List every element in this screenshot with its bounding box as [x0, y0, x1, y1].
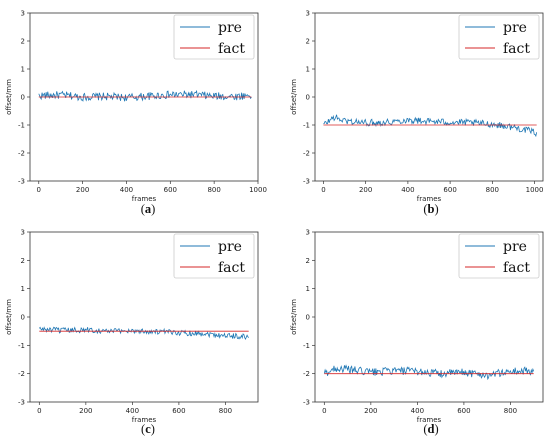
legend-label-pre: pre: [503, 239, 527, 255]
y-tick-label: 3: [306, 10, 310, 18]
x-tick-label: 0: [322, 407, 326, 415]
chart-panel-a: -3 -2 -1 0 1 2 3 0 200 400 600 800 1000 frames offset/…: [5, 10, 267, 217]
x-tick-label: 400: [401, 186, 414, 194]
y-axis-label: offset/mm: [5, 299, 13, 335]
series-line-pre: [38, 89, 252, 102]
x-tick-label: 1000: [526, 186, 544, 194]
x-tick-label: 400: [120, 186, 133, 194]
x-axis-label: frames: [417, 416, 442, 424]
x-tick-label: 600: [172, 407, 185, 415]
x-tick-label: 200: [359, 186, 372, 194]
x-axis-label: frames: [132, 195, 157, 203]
x-tick-label: 0: [37, 407, 41, 415]
x-tick-label: 200: [364, 407, 377, 415]
legend-label-fact: fact: [218, 260, 245, 276]
y-tick-label: 2: [21, 38, 25, 46]
x-tick-label: 200: [79, 407, 92, 415]
x-tick-label: 0: [37, 186, 41, 194]
x-tick-label: 400: [126, 407, 139, 415]
panel-caption: (d): [423, 422, 438, 436]
x-tick-label: 600: [457, 407, 470, 415]
y-axis-label: offset/mm: [290, 299, 298, 335]
legend-label-pre: pre: [218, 239, 242, 255]
panel-caption: (c): [141, 422, 155, 436]
y-tick-label: 3: [21, 10, 25, 18]
y-tick-label: -3: [18, 399, 25, 407]
series-line-pre: [323, 364, 535, 381]
y-tick-label: 2: [306, 38, 310, 46]
x-axis-label: frames: [417, 195, 442, 203]
chart-panel-b: -3 -2 -1 0 1 2 3 0 200 400 600 800 1000 frames offset/…: [290, 10, 543, 217]
x-tick-label: 400: [411, 407, 424, 415]
y-tick-label: 1: [21, 285, 25, 293]
y-tick-label: 0: [306, 314, 310, 322]
y-tick-label: -1: [18, 342, 25, 350]
legend-label-fact: fact: [503, 41, 530, 57]
y-tick-label: -2: [18, 370, 25, 378]
y-tick-label: 1: [306, 66, 310, 74]
x-tick-label: 600: [164, 186, 177, 194]
y-tick-label: 0: [21, 314, 25, 322]
x-tick-label: 800: [504, 407, 517, 415]
x-axis-label: frames: [132, 416, 157, 424]
y-tick-label: 1: [21, 66, 25, 74]
chart-panel-d: -3 -2 -1 0 1 2 3 0 200 400 600 800 frames offset/mm pr…: [290, 229, 544, 436]
y-tick-label: -3: [303, 178, 310, 186]
x-tick-label: 1000: [249, 186, 267, 194]
y-tick-label: 3: [306, 229, 310, 237]
chart-panel-c: -3 -2 -1 0 1 2 3 0 200 400 600 800 frames offset/mm pr…: [5, 229, 259, 436]
y-tick-label: 2: [21, 257, 25, 265]
y-tick-label: -2: [18, 150, 25, 158]
y-tick-label: 3: [21, 229, 25, 237]
legend-label-fact: fact: [503, 260, 530, 276]
y-axis-label: offset/mm: [290, 79, 298, 115]
x-tick-label: 800: [207, 186, 220, 194]
y-tick-label: -1: [303, 342, 310, 350]
y-tick-label: 2: [306, 257, 310, 265]
x-tick-label: 800: [486, 186, 499, 194]
legend-label-pre: pre: [503, 20, 527, 36]
y-tick-label: -1: [303, 122, 310, 130]
x-tick-label: 0: [321, 186, 325, 194]
y-tick-label: 0: [21, 94, 25, 102]
x-tick-label: 600: [443, 186, 456, 194]
x-tick-label: 800: [219, 407, 232, 415]
panel-caption: (b): [423, 202, 438, 216]
y-tick-label: -2: [303, 370, 310, 378]
y-tick-label: -3: [303, 399, 310, 407]
y-tick-label: -3: [18, 178, 25, 186]
panel-caption: (a): [141, 202, 156, 216]
legend-label-fact: fact: [218, 41, 245, 57]
y-tick-label: -2: [303, 150, 310, 158]
y-tick-label: 1: [306, 285, 310, 293]
y-tick-label: 0: [306, 94, 310, 102]
x-tick-label: 200: [76, 186, 89, 194]
y-axis-label: offset/mm: [5, 79, 13, 115]
y-tick-label: -1: [18, 122, 25, 130]
series-line-pre: [38, 326, 249, 341]
legend-label-pre: pre: [218, 20, 242, 36]
